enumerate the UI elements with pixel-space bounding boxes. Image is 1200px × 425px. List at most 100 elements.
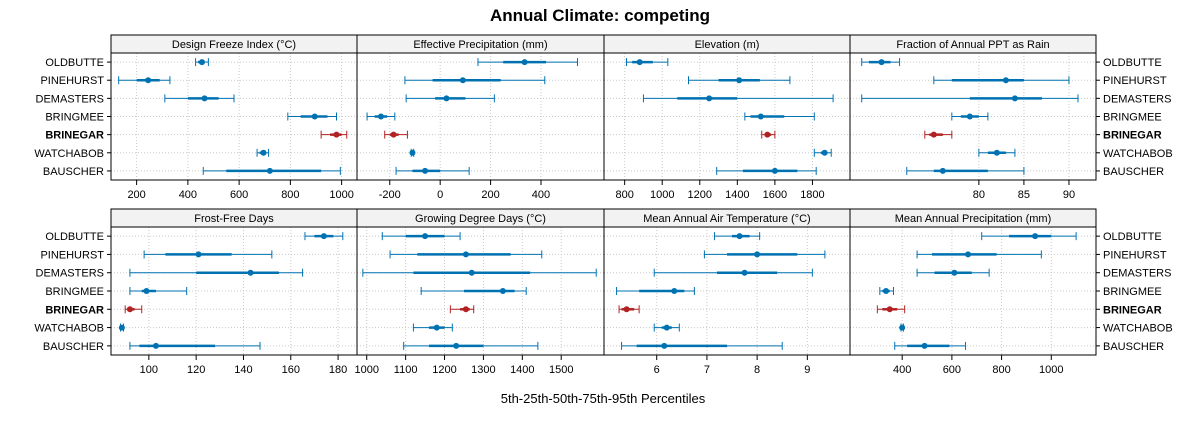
x-tick-label: 1000: [329, 189, 353, 201]
median-point: [771, 167, 778, 174]
site-label-left: BRINEGAR: [45, 304, 104, 316]
median-point: [886, 306, 893, 313]
x-tick-label: 1000: [354, 364, 378, 376]
site-label-right: OLDBUTTE: [1103, 57, 1162, 69]
median-point: [453, 342, 460, 349]
site-label-right: DEMASTERS: [1103, 268, 1171, 280]
median-point: [126, 306, 133, 313]
median-point: [409, 149, 416, 156]
x-tick-label: 200: [127, 189, 145, 201]
median-point: [468, 269, 475, 276]
median-point: [433, 324, 440, 331]
median-point: [320, 233, 327, 240]
x-tick-label: 200: [481, 189, 499, 201]
site-label-left: PINEHURST: [40, 249, 104, 261]
panel-7: Mean Annual Air Temperature (°C) 6 7 8 9: [603, 208, 851, 376]
median-point: [377, 113, 384, 120]
panel-strip-label: Design Freeze Index (°C): [172, 39, 296, 51]
median-point: [422, 233, 429, 240]
median-point: [939, 167, 946, 174]
median-point: [1002, 77, 1009, 84]
median-point: [821, 149, 828, 156]
panel-1: Design Freeze Index (°C) 200 400 600 800 1000: [110, 34, 358, 201]
panel-strip-label: Mean Annual Air Temperature (°C): [643, 213, 810, 225]
x-tick-label: 600: [230, 189, 248, 201]
panel-strip-label: Elevation (m): [695, 39, 760, 51]
panel-strip-label: Growing Degree Days (°C): [415, 213, 546, 225]
x-tick-label: 90: [1063, 189, 1075, 201]
x-tick-label: 1400: [510, 364, 534, 376]
site-label-right: OLDBUTTE: [1103, 231, 1162, 243]
site-label-right: BAUSCHER: [1103, 166, 1164, 178]
x-tick-label: 7: [704, 364, 710, 376]
x-tick-label: 9: [804, 364, 810, 376]
panel-4: Fraction of Annual PPT as Rain 80 85 90: [849, 34, 1097, 201]
median-point: [706, 95, 713, 102]
x-tick-label: 1000: [650, 189, 674, 201]
panel-strip-label: Mean Annual Precipitation (mm): [895, 213, 1052, 225]
x-tick-label: 85: [1018, 189, 1030, 201]
median-point: [422, 167, 429, 174]
median-point: [1032, 233, 1039, 240]
x-tick-label: 1200: [432, 364, 456, 376]
median-point: [118, 324, 125, 331]
median-point: [993, 149, 1000, 156]
median-point: [266, 167, 273, 174]
panel-strip-label: Fraction of Annual PPT as Rain: [896, 39, 1049, 51]
median-point: [757, 113, 764, 120]
median-point: [965, 251, 972, 258]
site-label-left: WATCHABOB: [34, 148, 104, 160]
median-point: [636, 59, 643, 66]
x-axis-label: 5th-25th-50th-75th-95th Percentiles: [501, 391, 706, 406]
site-label-right: WATCHABOB: [1103, 148, 1173, 160]
panel-8: Mean Annual Precipitation (mm) 400 600 800 1…: [849, 208, 1097, 376]
median-point: [921, 342, 928, 349]
x-tick-label: 400: [532, 189, 550, 201]
median-point: [201, 95, 208, 102]
x-tick-label: 80: [973, 189, 985, 201]
site-label-right: BRINGMEE: [1103, 112, 1162, 124]
x-tick-label: 1500: [549, 364, 573, 376]
median-point: [521, 59, 528, 66]
x-tick-label: 160: [282, 364, 300, 376]
x-tick-label: 8: [754, 364, 760, 376]
median-point: [930, 131, 937, 138]
median-point: [966, 113, 973, 120]
site-label-left: BAUSCHER: [43, 166, 104, 178]
site-label-right: PINEHURST: [1103, 75, 1167, 87]
x-tick-label: 1800: [800, 189, 824, 201]
median-point: [736, 233, 743, 240]
site-label-left: BRINGMEE: [45, 112, 104, 124]
median-point: [899, 324, 906, 331]
x-tick-label: 800: [992, 364, 1010, 376]
median-point: [736, 77, 743, 84]
chart-title: Annual Climate: competing: [490, 6, 710, 25]
x-tick-label: 0: [437, 189, 443, 201]
median-point: [152, 342, 159, 349]
panel-3: Elevation (m) 800 1000 1200 1400 1600 1800: [603, 34, 851, 201]
median-point: [260, 149, 267, 156]
site-label-right: BRINEGAR: [1103, 130, 1162, 142]
panel-6: Growing Degree Days (°C) 1000 1100 1200 1300…: [354, 208, 605, 376]
site-label-left: BRINGMEE: [45, 286, 104, 298]
panel-5: Frost-Free Days 100 120 140 160 180: [110, 208, 358, 376]
median-point: [333, 131, 340, 138]
x-tick-label: 120: [187, 364, 205, 376]
median-point: [741, 269, 748, 276]
site-label-right: DEMASTERS: [1103, 93, 1171, 105]
x-tick-label: 400: [893, 364, 911, 376]
x-tick-label: 1200: [688, 189, 712, 201]
x-tick-label: 180: [329, 364, 347, 376]
site-label-left: BRINEGAR: [45, 130, 104, 142]
x-tick-label: -200: [379, 189, 401, 201]
site-label-left: OLDBUTTE: [45, 231, 104, 243]
median-point: [951, 269, 958, 276]
site-label-left: OLDBUTTE: [45, 57, 104, 69]
x-tick-label: 140: [234, 364, 252, 376]
x-tick-label: 1300: [471, 364, 495, 376]
median-point: [661, 342, 668, 349]
median-point: [663, 324, 670, 331]
x-tick-label: 6: [654, 364, 660, 376]
